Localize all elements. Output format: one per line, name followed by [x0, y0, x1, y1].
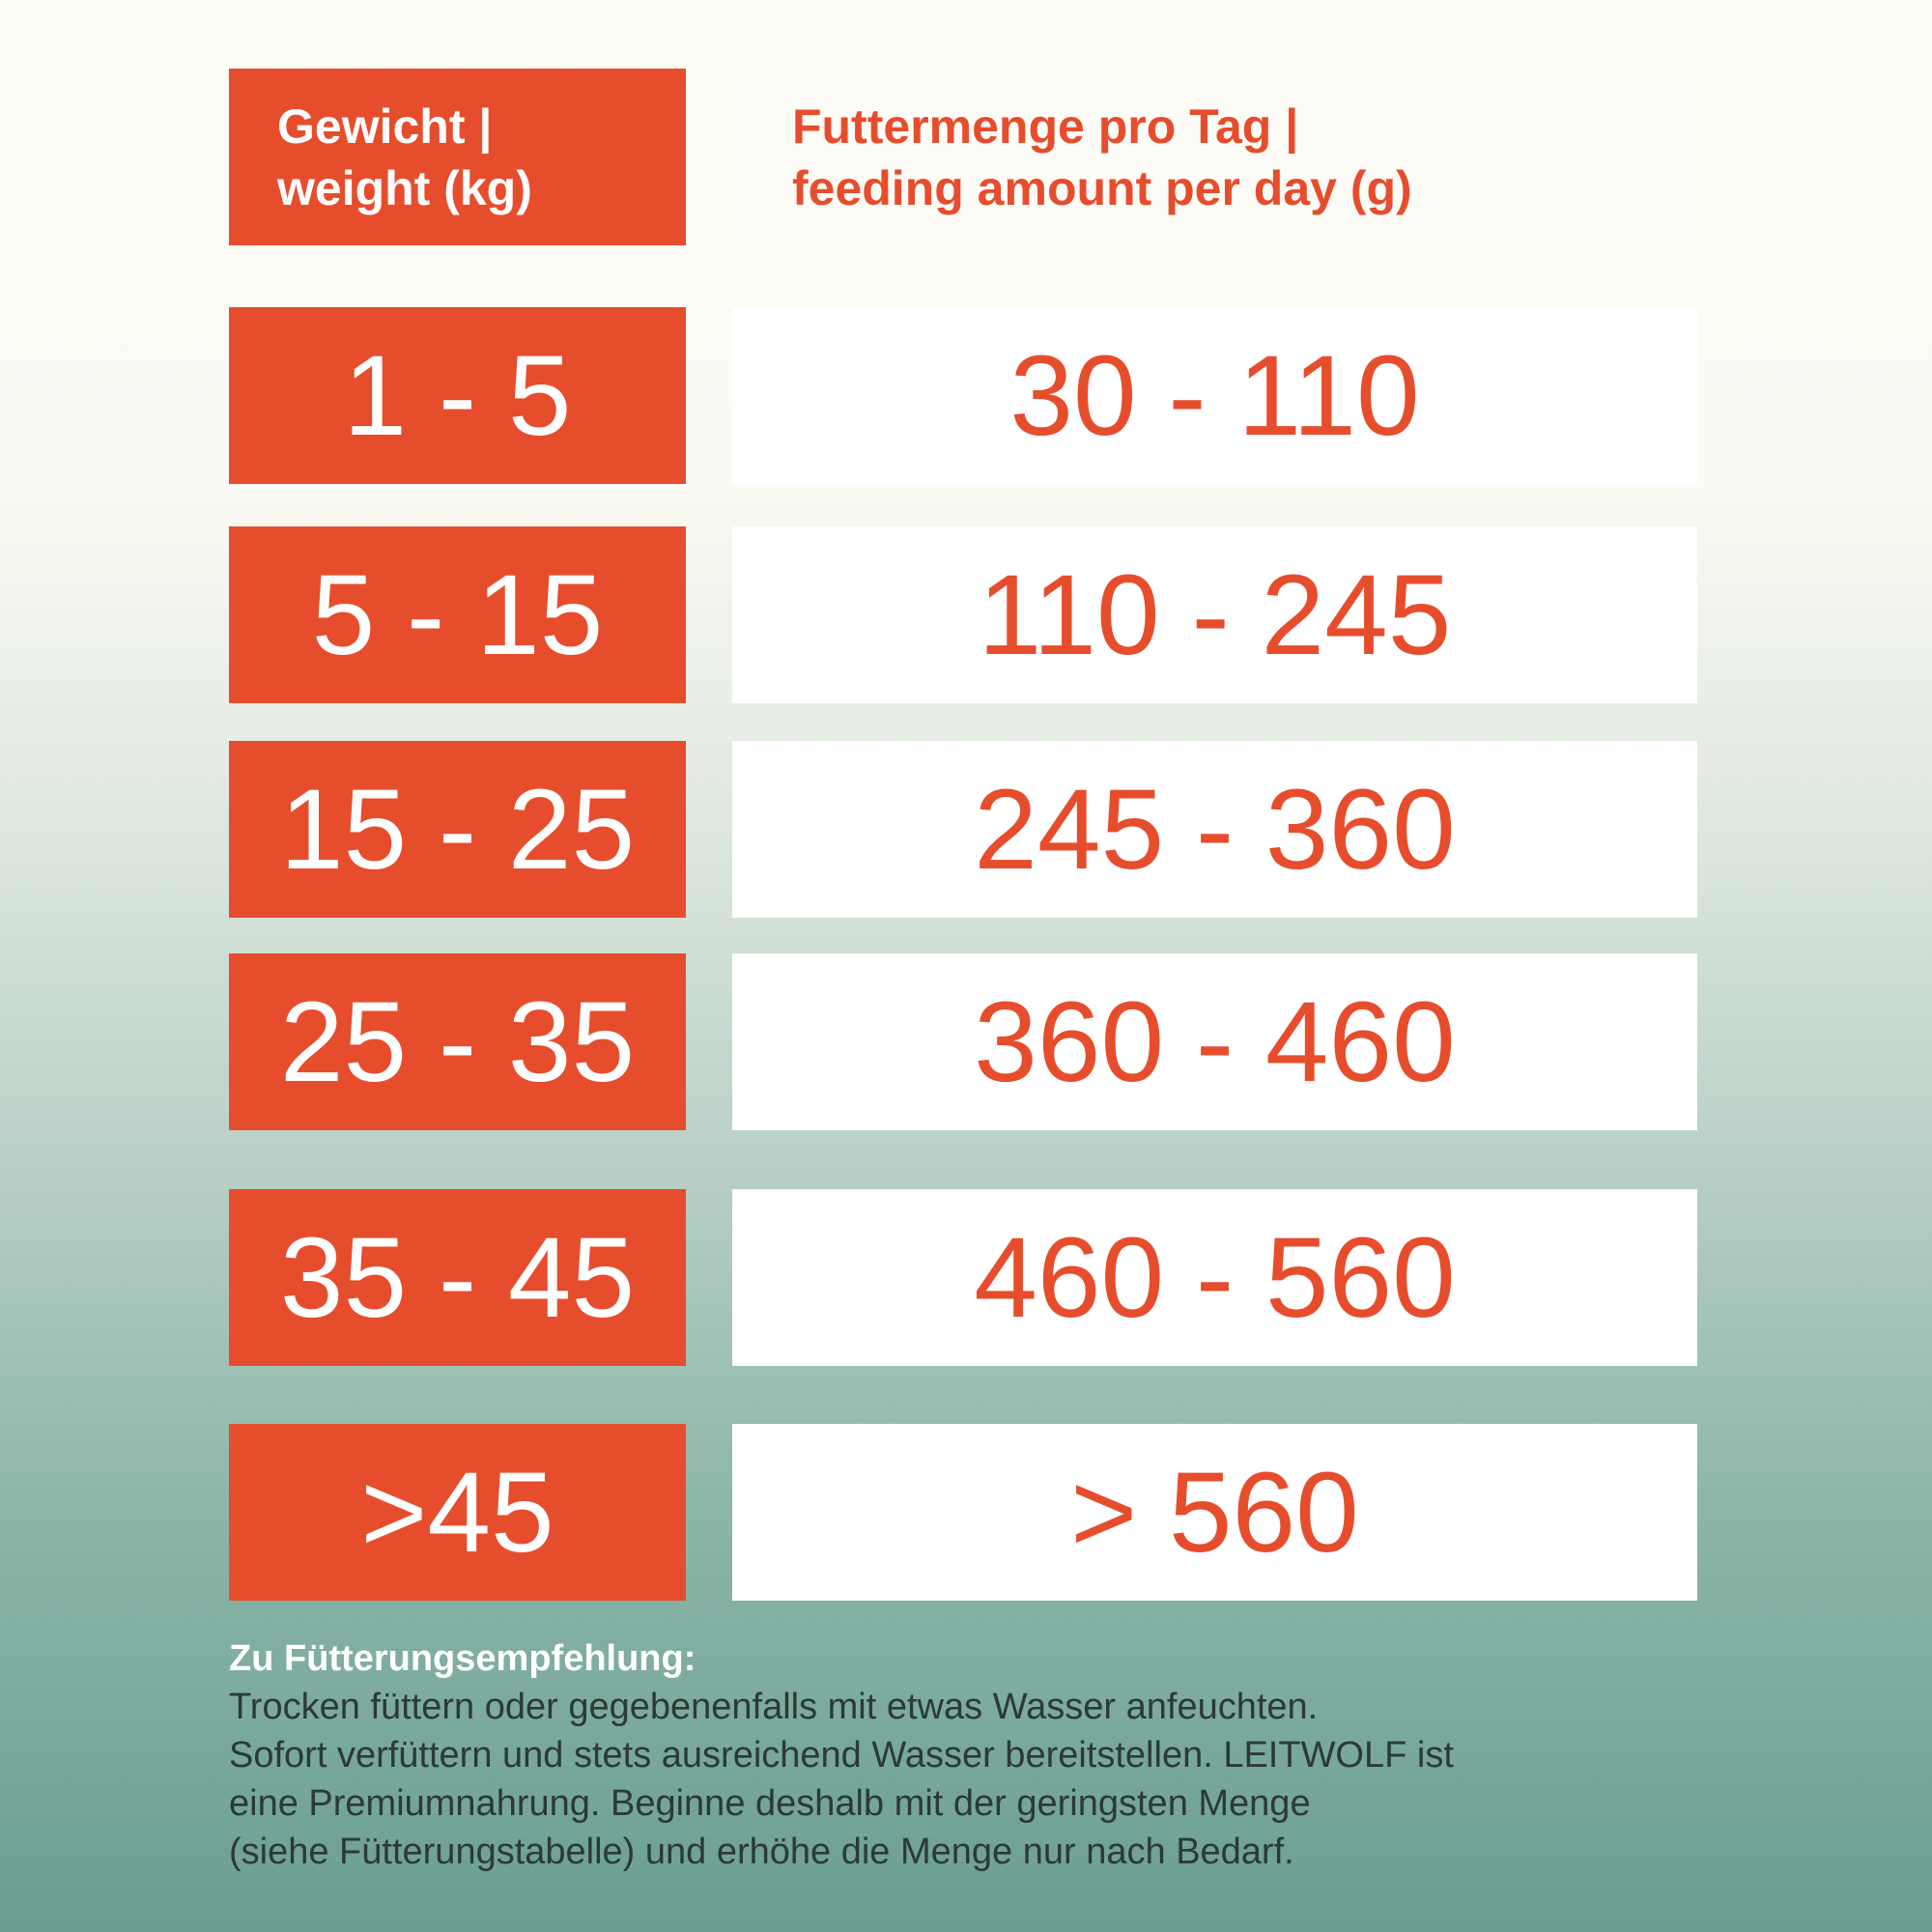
note-line: Trocken füttern oder gegebenenfalls mit … — [229, 1687, 1319, 1727]
feeding-value: 360 - 460 — [974, 978, 1456, 1106]
feeding-cell: > 560 — [732, 1424, 1697, 1601]
header-line: feeding amount per day (g) — [792, 160, 1412, 215]
weight-cell: 25 - 35 — [229, 953, 686, 1130]
weight-value: 25 - 35 — [279, 978, 636, 1106]
weight-value: >45 — [360, 1448, 554, 1577]
note-line: (siehe Fütterungstabelle) und erhöhe die… — [229, 1832, 1294, 1872]
weight-cell: 1 - 5 — [229, 307, 686, 484]
note-body: Trocken füttern oder gegebenenfalls mit … — [229, 1683, 1454, 1876]
note-line: Sofort verfüttern und stets ausreichend … — [229, 1735, 1454, 1776]
header-line: weight (kg) — [277, 160, 532, 215]
feeding-cell: 460 - 560 — [732, 1189, 1697, 1366]
weight-value: 35 - 45 — [279, 1213, 636, 1342]
weight-cell: >45 — [229, 1424, 686, 1601]
feeding-cell: 110 - 245 — [732, 526, 1697, 703]
feeding-value: 110 - 245 — [978, 551, 1452, 679]
feeding-cell: 360 - 460 — [732, 953, 1697, 1130]
weight-value: 1 - 5 — [343, 331, 572, 460]
feeding-cell: 30 - 110 — [732, 307, 1697, 484]
note: Zu Fütterungsempfehlung: Trocken füttern… — [229, 1634, 1454, 1876]
weight-cell: 5 - 15 — [229, 526, 686, 703]
feeding-header: Futtermenge pro Tag | feeding amount per… — [732, 69, 1697, 245]
feeding-value: 30 - 110 — [1009, 331, 1420, 460]
weight-cell: 15 - 25 — [229, 741, 686, 918]
header-line: Gewicht | — [277, 99, 493, 154]
feeding-value: > 560 — [1070, 1448, 1359, 1577]
note-line: eine Premiumnahrung. Beginne deshalb mit… — [229, 1783, 1311, 1824]
feeding-value: 245 - 360 — [974, 765, 1456, 894]
weight-value: 5 - 15 — [311, 551, 604, 679]
weight-header: Gewicht | weight (kg) — [229, 69, 686, 245]
feeding-cell: 245 - 360 — [732, 741, 1697, 918]
note-title: Zu Fütterungsempfehlung: — [229, 1638, 696, 1679]
weight-value: 15 - 25 — [279, 765, 636, 894]
weight-cell: 35 - 45 — [229, 1189, 686, 1366]
feeding-value: 460 - 560 — [974, 1213, 1456, 1342]
header-line: Futtermenge pro Tag | — [792, 99, 1299, 154]
